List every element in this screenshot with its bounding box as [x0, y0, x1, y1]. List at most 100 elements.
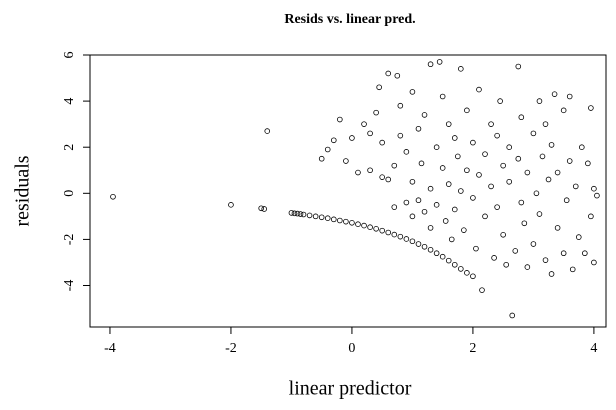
point: [421, 112, 428, 118]
chart-title: Resids vs. linear pred.: [284, 12, 415, 27]
point: [461, 227, 467, 233]
y-tick-label: -2: [62, 234, 77, 246]
point: [415, 241, 422, 247]
point: [451, 206, 458, 213]
point: [554, 169, 561, 176]
point: [512, 248, 519, 254]
point: [445, 257, 452, 264]
plot-frame: [89, 54, 607, 328]
point: [427, 61, 434, 68]
point: [458, 188, 464, 194]
point: [418, 160, 425, 167]
point: [379, 227, 385, 234]
point: [343, 158, 349, 164]
point: [482, 151, 488, 157]
point: [318, 214, 325, 221]
point: [427, 225, 434, 231]
point: [476, 86, 482, 93]
point: [337, 217, 343, 224]
point: [361, 121, 367, 127]
point: [591, 259, 597, 266]
point: [355, 169, 361, 176]
x-tick-label: 0: [348, 341, 355, 356]
point: [367, 167, 373, 174]
point: [464, 270, 470, 276]
point: [566, 93, 573, 100]
point: [228, 202, 234, 208]
point: [330, 216, 337, 223]
point: [397, 233, 404, 240]
point: [563, 197, 570, 204]
point: [482, 213, 488, 220]
point: [349, 220, 355, 226]
point: [391, 204, 398, 210]
point: [530, 241, 537, 247]
point: [421, 208, 428, 215]
point: [521, 220, 528, 227]
point: [337, 116, 343, 123]
point: [445, 181, 452, 187]
x-tick-label: -4: [104, 341, 116, 356]
point: [367, 130, 373, 137]
point: [572, 183, 579, 190]
point: [324, 146, 331, 153]
point: [385, 229, 392, 236]
point: [585, 160, 591, 167]
point: [560, 107, 567, 114]
point: [376, 84, 382, 91]
point: [409, 178, 416, 185]
point: [264, 128, 271, 134]
point: [458, 66, 464, 72]
point: [261, 206, 268, 212]
point: [575, 234, 582, 240]
point: [464, 107, 470, 114]
point: [373, 109, 379, 116]
point: [509, 312, 516, 319]
point: [379, 174, 385, 180]
point: [594, 192, 600, 199]
point: [551, 91, 558, 97]
point: [545, 176, 552, 183]
point: [497, 98, 503, 104]
point: [500, 162, 506, 169]
point: [569, 266, 576, 273]
point: [536, 211, 543, 217]
point: [506, 178, 513, 185]
point: [542, 121, 549, 127]
point: [297, 211, 304, 217]
point: [524, 169, 531, 176]
point: [588, 213, 594, 220]
point: [324, 215, 331, 222]
x-tick-label: -2: [225, 341, 237, 356]
point: [433, 202, 440, 208]
point: [403, 149, 410, 155]
point: [588, 105, 594, 111]
y-tick-label: 2: [62, 144, 77, 151]
point: [330, 137, 337, 144]
point: [312, 213, 319, 220]
point: [355, 221, 361, 227]
point: [439, 93, 446, 100]
point: [503, 261, 509, 268]
point: [582, 250, 588, 257]
point: [306, 212, 313, 219]
point: [409, 213, 416, 220]
point: [464, 167, 470, 174]
point: [494, 204, 500, 210]
point: [403, 236, 410, 242]
y-tick-label: 4: [62, 98, 77, 105]
point: [515, 63, 522, 70]
point: [436, 59, 443, 65]
y-axis-label: residuals: [12, 155, 34, 226]
point: [294, 210, 301, 217]
point: [454, 153, 461, 160]
point: [533, 190, 540, 197]
point: [439, 165, 446, 171]
point: [385, 176, 392, 183]
point: [427, 185, 434, 192]
point: [291, 210, 298, 217]
point: [479, 287, 485, 293]
point: [579, 144, 585, 151]
point: [488, 121, 494, 127]
point: [470, 273, 476, 280]
